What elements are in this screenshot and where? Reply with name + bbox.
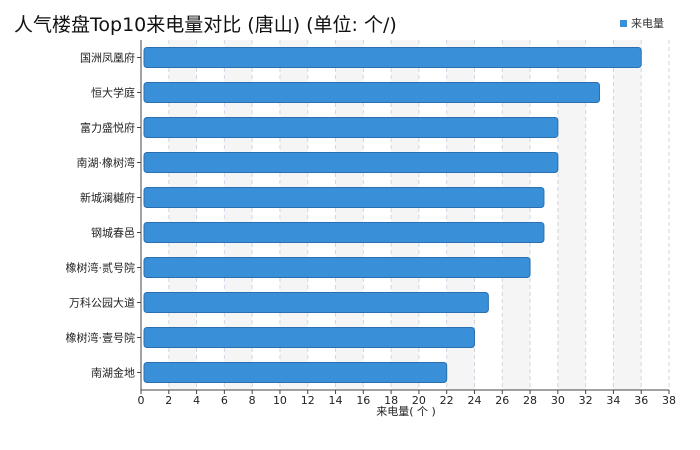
y-tick-label: 国洲凤凰府 <box>80 51 135 65</box>
bar[interactable] <box>143 222 545 243</box>
x-tick-label: 12 <box>301 394 315 407</box>
x-tick-label: 26 <box>495 394 509 407</box>
bar[interactable] <box>143 152 559 173</box>
x-tick-label: 2 <box>165 394 172 407</box>
y-tick-label: 南湖·橡树湾 <box>77 156 136 170</box>
bar[interactable] <box>143 47 642 68</box>
y-tick-label: 南湖金地 <box>91 366 135 380</box>
y-tick-label: 橡树湾·壹号院 <box>66 331 136 345</box>
x-tick-label: 20 <box>412 394 426 407</box>
x-tick-label: 36 <box>634 394 648 407</box>
x-tick-label: 0 <box>138 394 145 407</box>
x-axis-label: 来电量( 个 ) <box>376 405 436 418</box>
x-tick-label: 24 <box>467 394 481 407</box>
x-tick-label: 14 <box>329 394 343 407</box>
x-tick-label: 6 <box>221 394 228 407</box>
y-tick-label: 钢城春邑 <box>91 227 135 240</box>
bar[interactable] <box>143 362 448 383</box>
x-tick-label: 28 <box>523 394 537 407</box>
x-tick-label: 38 <box>662 394 676 407</box>
bar[interactable] <box>143 187 545 208</box>
y-tick-label: 恒大学庭 <box>91 86 135 100</box>
x-tick-label: 10 <box>273 394 287 407</box>
y-tick-label: 富力盛悦府 <box>80 121 135 135</box>
x-tick-label: 22 <box>440 394 454 407</box>
bar[interactable] <box>143 292 489 313</box>
bar[interactable] <box>143 117 559 138</box>
x-tick-label: 34 <box>606 394 620 407</box>
x-tick-label: 8 <box>249 394 256 407</box>
y-tick-label: 万科公园大道 <box>69 296 135 310</box>
legend[interactable]: 来电量 <box>620 15 664 31</box>
x-tick-label: 18 <box>384 394 398 407</box>
bar[interactable] <box>143 82 601 103</box>
chart-title: 人气楼盘Top10来电量对比 (唐山) (单位: 个/) <box>14 14 397 36</box>
y-tick-label: 橡树湾·贰号院 <box>66 261 136 275</box>
legend-swatch <box>620 19 627 27</box>
x-tick-label: 30 <box>551 394 565 407</box>
x-tick-label: 4 <box>193 394 200 407</box>
bar[interactable] <box>143 327 475 348</box>
x-tick-label: 16 <box>356 394 370 407</box>
y-tick-label: 新城澜樾府 <box>80 191 135 205</box>
bar[interactable] <box>143 257 531 278</box>
grid-band <box>613 40 642 390</box>
x-tick-label: 32 <box>579 394 593 407</box>
legend-label: 来电量 <box>631 17 664 30</box>
